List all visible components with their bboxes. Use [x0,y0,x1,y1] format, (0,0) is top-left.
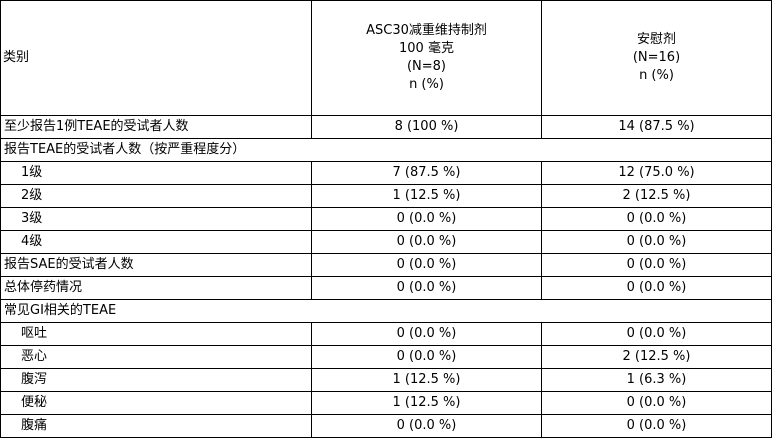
placebo-value: 0 (0.0 %) [541,207,772,231]
row-label: 腹泻 [0,368,312,392]
table-row: 报告SAE的受试者人数 0 (0.0 %) 0 (0.0 %) [0,253,772,277]
placebo-name: 安慰剂 [636,32,676,47]
table-header-row: 类别 ASC30减重维持制剂 100 毫克 (N=8) n (%) 安慰剂 (N… [0,0,772,116]
row-label: 3级 [0,207,312,231]
placebo-value: 2 (12.5 %) [541,345,772,369]
treatment-value: 0 (0.0 %) [311,414,542,438]
table-row: 便秘 1 (12.5 %) 0 (0.0 %) [0,391,772,415]
treatment-value: 8 (100 %) [311,115,542,139]
treatment-value: 0 (0.0 %) [311,230,542,254]
row-label: 2级 [0,184,312,208]
table-row: 常见GI相关的TEAE [0,299,772,323]
treatment-value: 1 (12.5 %) [311,368,542,392]
treatment-value: 0 (0.0 %) [311,207,542,231]
table-row: 1级 7 (87.5 %) 12 (75.0 %) [0,161,772,185]
treatment-unit: n (%) [409,77,444,92]
table-body: 至少报告1例TEAE的受试者人数 8 (100 %) 14 (87.5 %) 报告TE… [0,115,772,438]
table-row: 呕吐 0 (0.0 %) 0 (0.0 %) [0,322,772,346]
treatment-value: 1 (12.5 %) [311,184,542,208]
row-label: 恶心 [0,345,312,369]
treatment-value: 7 (87.5 %) [311,161,542,185]
table-row: 腹泻 1 (12.5 %) 1 (6.3 %) [0,368,772,392]
treatment-value: 0 (0.0 %) [311,345,542,369]
treatment-value: 0 (0.0 %) [311,253,542,277]
treatment-name: ASC30减重维持制剂 [366,23,487,38]
placebo-value: 0 (0.0 %) [541,322,772,346]
treatment-value: 0 (0.0 %) [311,276,542,300]
treatment-value: 0 (0.0 %) [311,322,542,346]
placebo-value: 0 (0.0 %) [541,276,772,300]
placebo-group-header: 安慰剂 (N=16) n (%) [541,0,772,116]
table-row: 腹痛 0 (0.0 %) 0 (0.0 %) [0,414,772,438]
table-row: 恶心 0 (0.0 %) 2 (12.5 %) [0,345,772,369]
row-label: 腹痛 [0,414,312,438]
table-row: 2级 1 (12.5 %) 2 (12.5 %) [0,184,772,208]
row-label: 报告SAE的受试者人数 [0,253,312,277]
table-row: 总体停药情况 0 (0.0 %) 0 (0.0 %) [0,276,772,300]
table-row: 3级 0 (0.0 %) 0 (0.0 %) [0,207,772,231]
placebo-value: 0 (0.0 %) [541,230,772,254]
table-row: 至少报告1例TEAE的受试者人数 8 (100 %) 14 (87.5 %) [0,115,772,139]
placebo-value: 14 (87.5 %) [541,115,772,139]
treatment-group-header: ASC30减重维持制剂 100 毫克 (N=8) n (%) [311,0,542,116]
row-label: 至少报告1例TEAE的受试者人数 [0,115,312,139]
placebo-value: 0 (0.0 %) [541,253,772,277]
placebo-n: (N=16) [632,50,681,65]
row-label: 1级 [0,161,312,185]
table-row: 4级 0 (0.0 %) 0 (0.0 %) [0,230,772,254]
placebo-value: 12 (75.0 %) [541,161,772,185]
placebo-value: 1 (6.3 %) [541,368,772,392]
placebo-value: 0 (0.0 %) [541,414,772,438]
section-label: 报告TEAE的受试者人数（按严重程度分） [0,138,772,162]
treatment-value: 1 (12.5 %) [311,391,542,415]
row-label: 呕吐 [0,322,312,346]
row-label: 便秘 [0,391,312,415]
placebo-value: 2 (12.5 %) [541,184,772,208]
placebo-value: 0 (0.0 %) [541,391,772,415]
placebo-unit: n (%) [639,68,674,83]
treatment-dose: 100 毫克 [399,41,454,56]
section-label: 常见GI相关的TEAE [0,299,772,323]
row-label: 总体停药情况 [0,276,312,300]
table-row: 报告TEAE的受试者人数（按严重程度分） [0,138,772,162]
row-label: 4级 [0,230,312,254]
treatment-n: (N=8) [406,59,447,74]
category-header: 类别 [0,0,312,116]
